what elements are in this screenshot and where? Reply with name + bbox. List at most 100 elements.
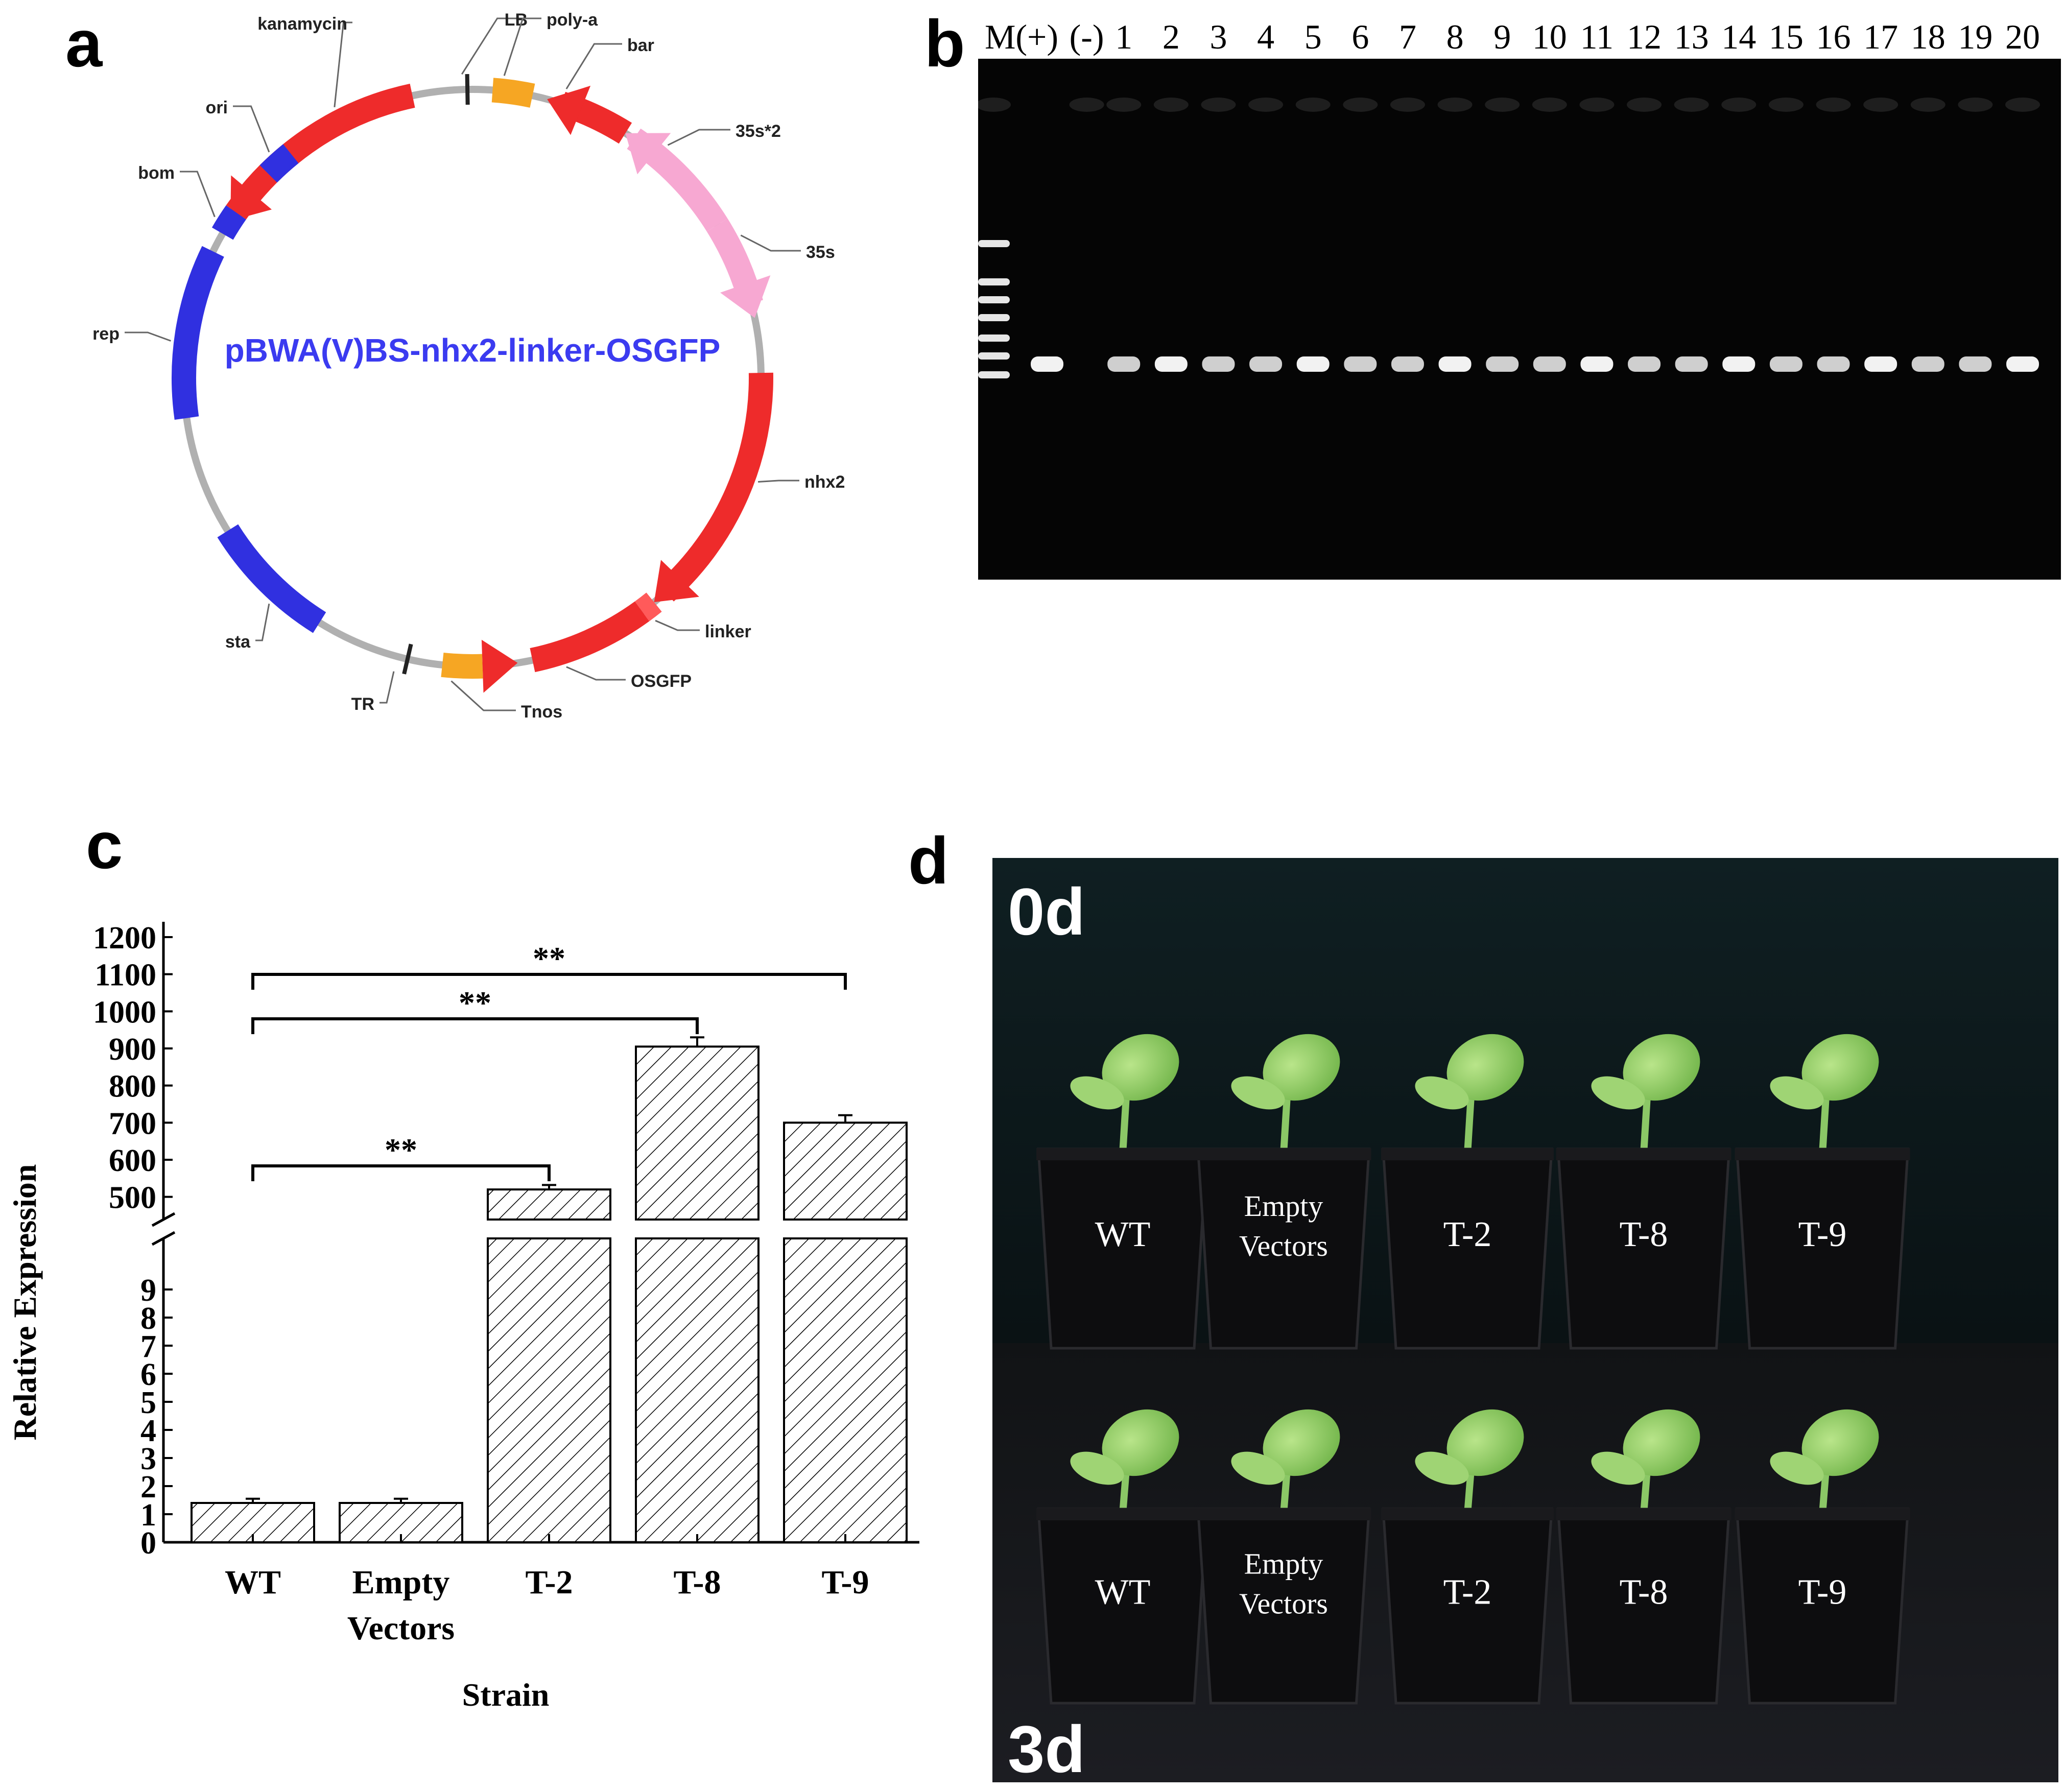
plasmid-feature-label: rep: [92, 324, 120, 344]
y-tick-label: 1000: [93, 995, 156, 1030]
y-tick-label: 5: [140, 1385, 156, 1420]
y-tick-label: 700: [109, 1106, 156, 1141]
plasmid-leader-line: [450, 680, 516, 711]
plasmid-feature-label: TR: [351, 695, 374, 714]
plasmid-feature-label: bar: [627, 36, 654, 55]
pot-rim: [1036, 1148, 1209, 1160]
pot-rim: [1036, 1508, 1209, 1520]
gel-band: [1486, 356, 1519, 372]
gel-band: [1628, 356, 1661, 372]
gel-well: [976, 98, 1011, 112]
significance-bracket: [251, 973, 847, 990]
panel-letter-d: d: [908, 823, 949, 898]
significance-label: **: [533, 940, 565, 976]
photo-day-label-bottom: 3d: [1008, 1712, 1085, 1782]
pot-rim: [1196, 1508, 1371, 1520]
x-tick-label: Vectors: [347, 1610, 455, 1647]
gel-lane-label: 16: [1816, 17, 1851, 56]
gel-band: [1817, 356, 1850, 372]
gel-well: [1201, 98, 1236, 112]
plasmid-leader-line: [740, 234, 801, 252]
x-tick-label: Empty: [352, 1564, 450, 1601]
y-tick-label: 8: [140, 1301, 156, 1336]
axis-break-mark: [151, 1231, 176, 1246]
bar: [783, 1121, 908, 1221]
pot-label: Empty: [1244, 1547, 1323, 1581]
plant-leaf: [1591, 1451, 1645, 1485]
x-tick-label: WT: [225, 1564, 281, 1601]
plant-leaf: [1770, 1451, 1824, 1485]
y-tick-label: 6: [140, 1357, 156, 1392]
plasmid-leader-line: [758, 480, 799, 483]
plant-photo: WT Empty Vectors T-2 T-8 T-9 WT Empty Vectors T-…: [992, 858, 2058, 1786]
gel-well: [1721, 98, 1757, 112]
gel-lane-label: 19: [1958, 17, 1992, 56]
ladder-band: [978, 296, 1010, 303]
plasmid-feature-label: linker: [705, 622, 751, 641]
tnos-feature: [441, 652, 483, 679]
gel-band: [1959, 356, 1992, 372]
plasmid-leader-line: [255, 603, 270, 641]
gel-well: [1627, 98, 1662, 112]
x-tick-label: T-2: [526, 1564, 573, 1601]
plasmid-leader-line: [379, 671, 395, 704]
gel-band: [1533, 356, 1566, 372]
plasmid-leader-line: [461, 17, 533, 75]
gel-well: [1248, 98, 1284, 112]
gel-well: [1437, 98, 1473, 112]
lb-marker: [465, 74, 470, 105]
pot-rim: [1196, 1148, 1371, 1160]
gel-well: [1069, 98, 1104, 112]
gel-band: [1438, 356, 1472, 372]
y-tick-label: 7: [140, 1329, 156, 1364]
pot-rim: [1735, 1508, 1910, 1520]
bar-lower: [487, 1237, 611, 1543]
plant-leaf: [1263, 1034, 1340, 1101]
pot-rim: [1556, 1508, 1731, 1520]
gel-lane-label: 4: [1257, 17, 1274, 56]
plasmid-leader-line: [503, 17, 541, 76]
y-tick-label: 800: [109, 1069, 156, 1104]
y-axis-label: Relative Expression: [7, 1164, 43, 1440]
nhx2-feature-arrowhead: [654, 560, 699, 603]
gel-well: [1863, 98, 1899, 112]
pot-label: Empty: [1244, 1189, 1323, 1223]
plasmid-leader-line: [566, 666, 626, 681]
gel-well: [1106, 98, 1142, 112]
gel-well: [1910, 98, 1946, 112]
pot-label: Vectors: [1239, 1229, 1328, 1262]
gel-well: [1153, 98, 1189, 112]
plasmid-feature-label: bom: [138, 163, 175, 183]
ladder-band: [978, 352, 1010, 360]
gel-well: [1390, 98, 1425, 112]
gel-lane-label: 18: [1911, 17, 1946, 56]
plant-leaf: [1263, 1409, 1340, 1476]
gel-lane-label: 6: [1351, 17, 1369, 56]
x-tick-label: T-9: [822, 1564, 869, 1601]
y-tick-label: 9: [140, 1273, 156, 1308]
gel-band: [1864, 356, 1897, 372]
significance-bracket: [251, 1017, 699, 1034]
gel-band: [1675, 356, 1708, 372]
linker-feature: [634, 592, 662, 622]
y-tick-label: 900: [109, 1032, 156, 1067]
pot-label: T-9: [1798, 1215, 1847, 1254]
plant-leaf: [1231, 1451, 1285, 1485]
poly-a-feature: [491, 78, 535, 108]
plasmid-feature-label: OSGFP: [631, 672, 692, 691]
gel-well: [1532, 98, 1567, 112]
kanamycin-feature: [226, 83, 415, 220]
pot-label: Vectors: [1239, 1587, 1328, 1620]
photo-day-label-top: 0d: [1008, 874, 1085, 949]
pot-label: T-2: [1443, 1573, 1492, 1612]
ori-feature: [259, 144, 299, 183]
plasmid-feature-label: kanamycin: [257, 14, 347, 34]
pot-rim: [1381, 1508, 1554, 1520]
gel-band: [1031, 356, 1063, 372]
gel-well: [1674, 98, 1709, 112]
gel-lane-label: 14: [1721, 17, 1756, 56]
gel-lane-label: M(+): [985, 17, 1058, 56]
gel-lane-label: 15: [1769, 17, 1804, 56]
gel-lane-label: 1: [1115, 17, 1132, 56]
gel-well: [1485, 98, 1520, 112]
